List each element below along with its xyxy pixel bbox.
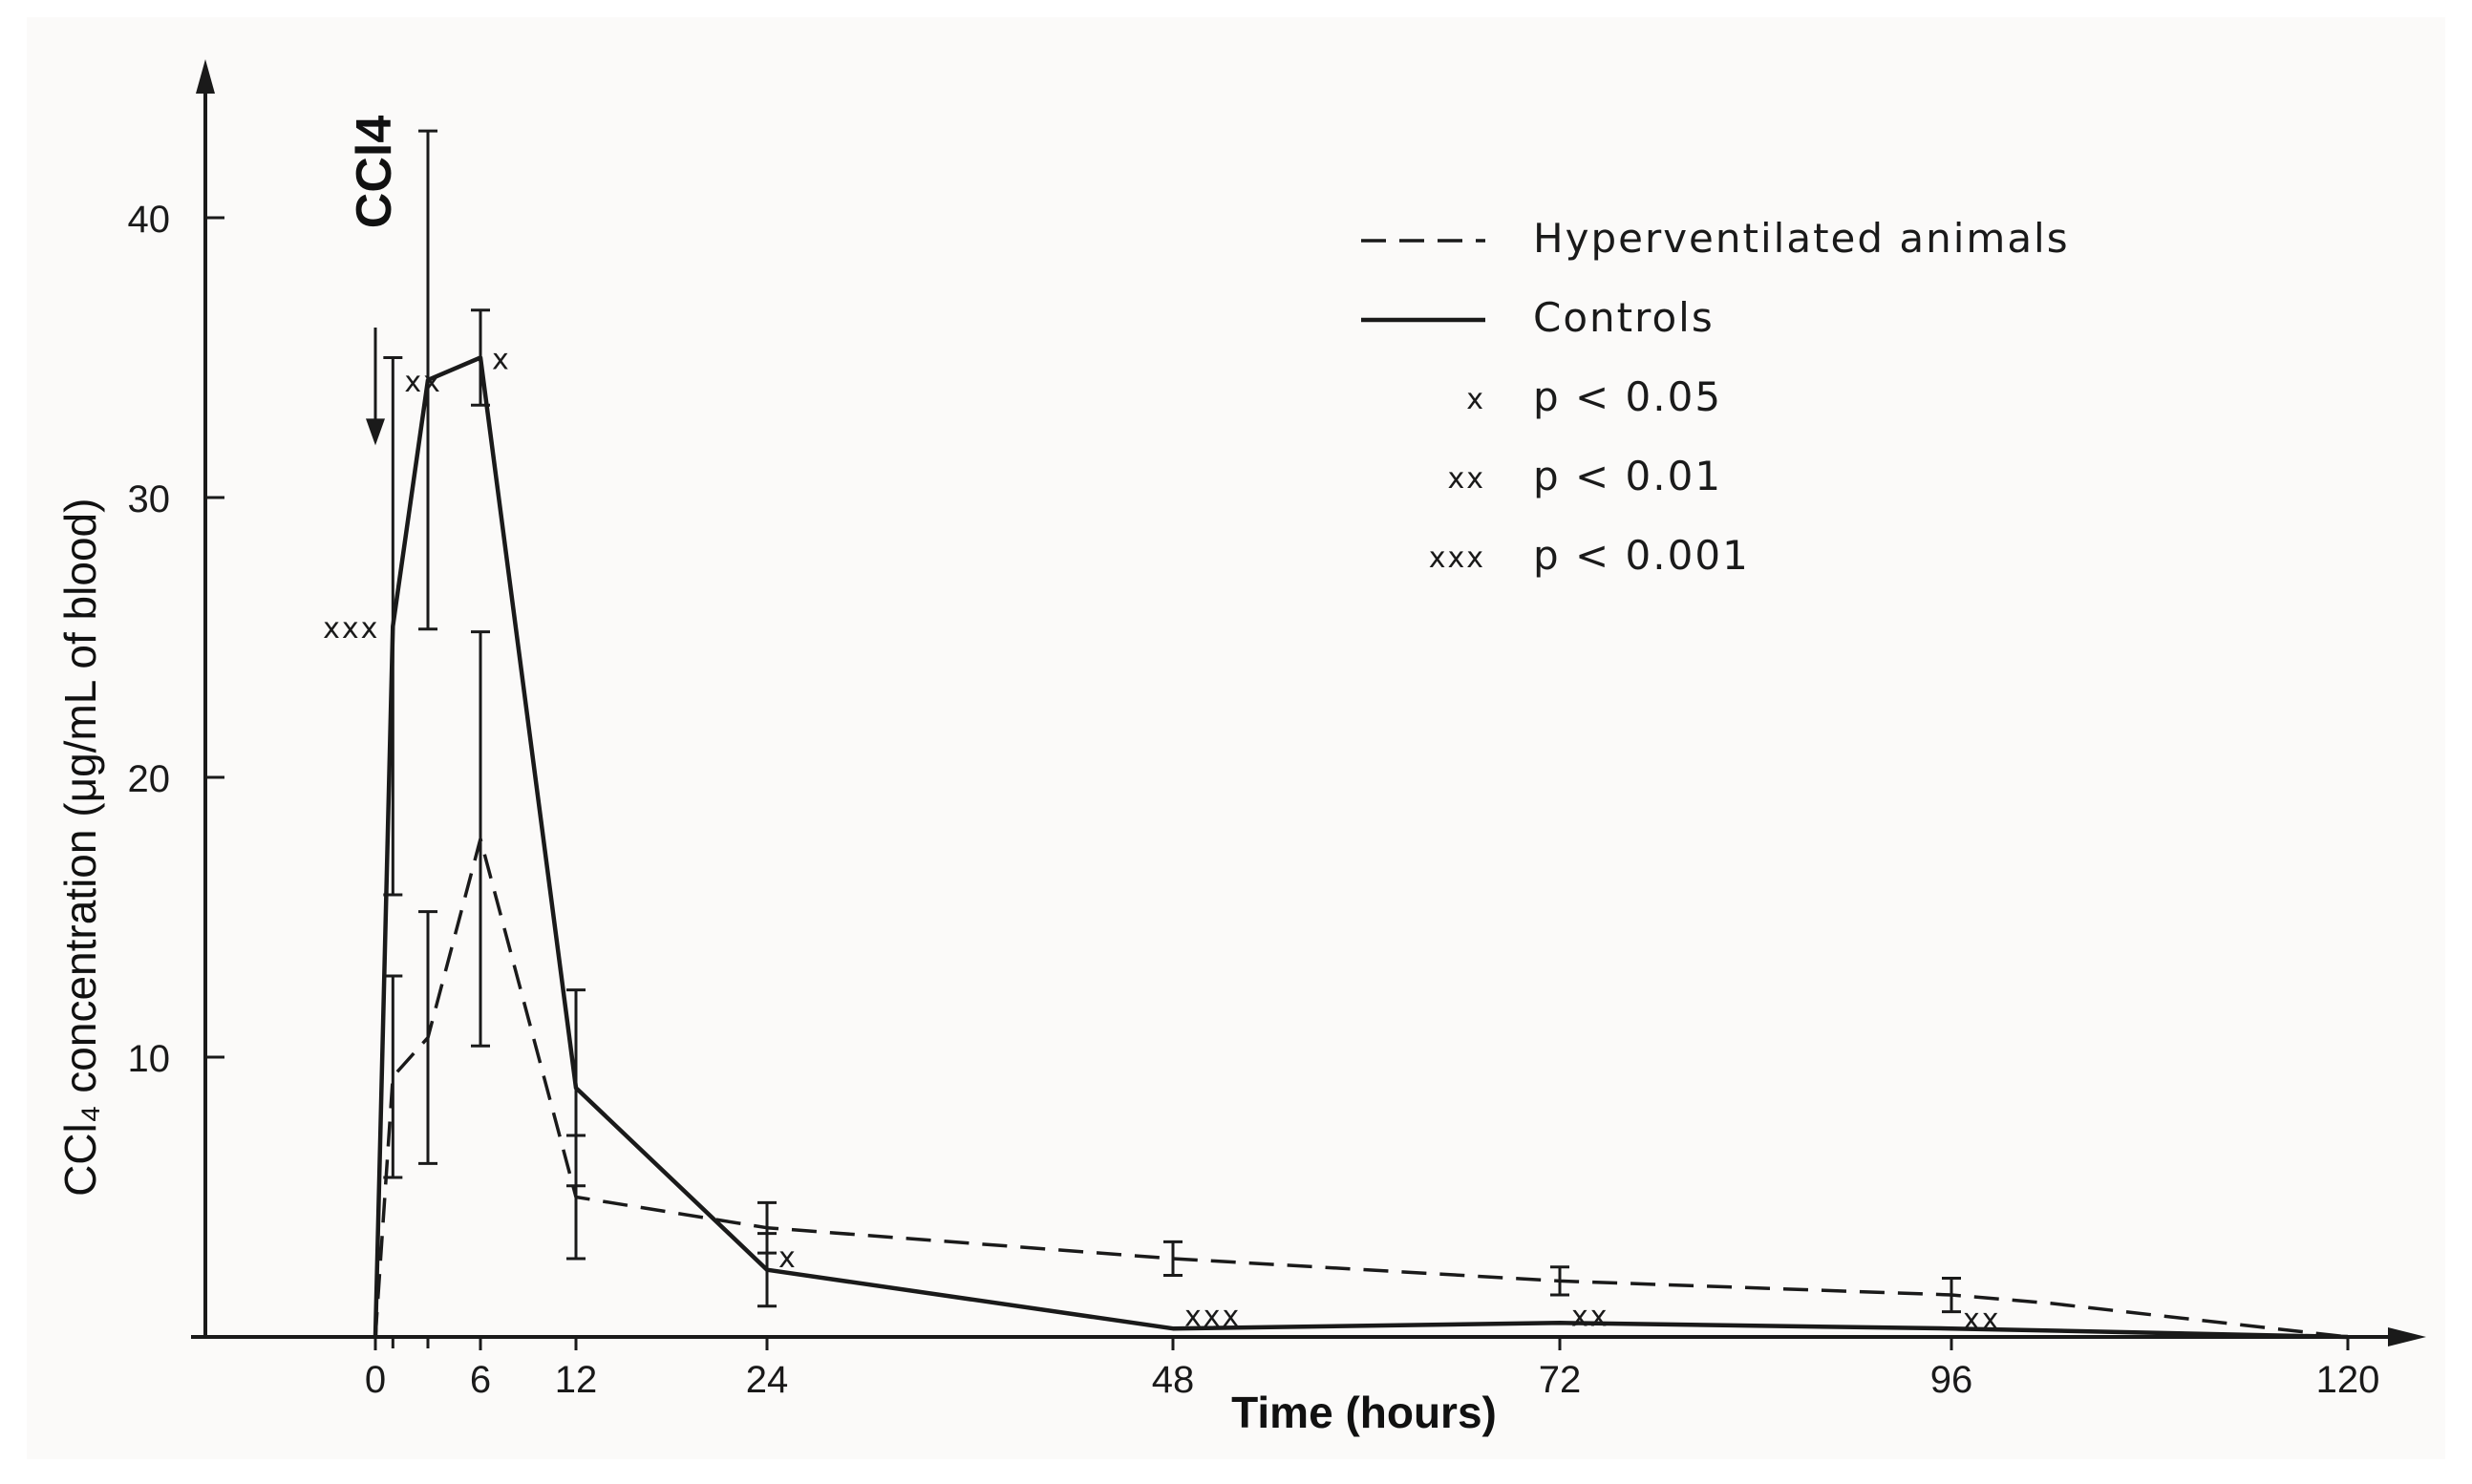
y-axis-title: CCl₄ concentration (μg/mL of blood) <box>55 498 105 1197</box>
x-tick-label: 0 <box>365 1359 386 1401</box>
significance-mark: x <box>778 1241 798 1275</box>
significance-mark: x <box>492 344 511 377</box>
x-tick-label: 120 <box>2316 1359 2380 1401</box>
annotation-layer: CCl4 <box>347 116 402 446</box>
y-tick-label: 20 <box>128 758 171 800</box>
legend-swatch-mark: x <box>1466 383 1485 416</box>
x-tick-label: 48 <box>1152 1359 1195 1401</box>
x-tick-label: 24 <box>746 1359 789 1401</box>
series-layer <box>373 129 2349 1340</box>
significance-mark: xxx <box>1184 1301 1241 1334</box>
series-line-controls <box>373 355 2349 1340</box>
legend-label: p < 0.01 <box>1533 453 1722 499</box>
x-tick-label: 72 <box>1539 1359 1582 1401</box>
legend-swatch-mark: xxx <box>1429 541 1485 575</box>
x-tick-label: 12 <box>555 1359 598 1401</box>
legend-label: p < 0.05 <box>1533 373 1722 420</box>
x-tick-label: 96 <box>1930 1359 1973 1401</box>
y-tick-label: 10 <box>128 1038 171 1080</box>
x-axis-arrow <box>2388 1327 2426 1346</box>
x-tick-label: 6 <box>470 1359 491 1401</box>
legend-label: p < 0.001 <box>1533 532 1750 579</box>
dose-label: CCl4 <box>347 116 402 229</box>
y-tick-label: 30 <box>128 478 171 520</box>
legend-label: Hyperventilated animals <box>1533 215 2070 262</box>
significance-mark: xx <box>1963 1303 2001 1336</box>
significance-mark: xxx <box>323 612 379 646</box>
axes: 10 20 30 40 0 6 12 24 48 72 96 120 Time (hours) CCl₄ … <box>55 59 2426 1437</box>
x-axis-title: Time (hours) <box>1231 1388 1497 1437</box>
legend: Hyperventilated animals Controls x p < 0.05… <box>1361 215 2070 579</box>
significance-mark: xx <box>1571 1301 1609 1334</box>
dose-arrow-head <box>366 418 385 446</box>
significance-mark: xx <box>404 366 442 399</box>
legend-swatch-mark: xx <box>1447 462 1485 496</box>
y-tick-label: 40 <box>128 199 171 241</box>
paper-background <box>27 17 2445 1459</box>
legend-label: Controls <box>1533 294 1715 341</box>
y-axis-arrow <box>196 59 215 94</box>
